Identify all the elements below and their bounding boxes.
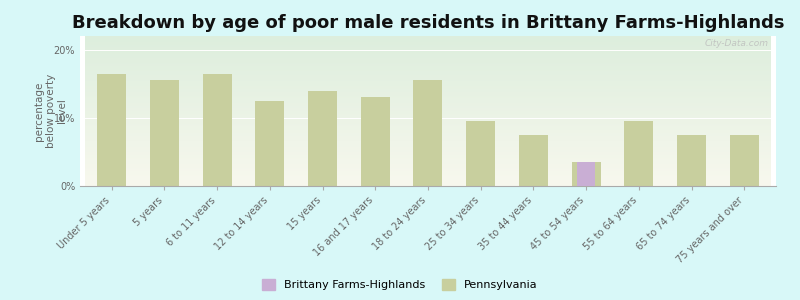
- Title: Breakdown by age of poor male residents in Brittany Farms-Highlands: Breakdown by age of poor male residents …: [72, 14, 784, 32]
- Bar: [677, 135, 706, 186]
- Bar: [308, 91, 337, 186]
- Bar: [466, 121, 495, 186]
- Y-axis label: percentage
below poverty
level: percentage below poverty level: [34, 74, 67, 148]
- Bar: [202, 74, 231, 186]
- Bar: [578, 162, 595, 186]
- Legend: Brittany Farms-Highlands, Pennsylvania: Brittany Farms-Highlands, Pennsylvania: [258, 274, 542, 294]
- Bar: [97, 74, 126, 186]
- Text: City-Data.com: City-Data.com: [705, 39, 769, 48]
- Bar: [730, 135, 759, 186]
- Bar: [361, 98, 390, 186]
- Bar: [625, 121, 654, 186]
- Bar: [255, 101, 284, 186]
- Bar: [414, 80, 442, 186]
- Bar: [572, 162, 601, 186]
- Bar: [519, 135, 548, 186]
- Bar: [150, 80, 179, 186]
